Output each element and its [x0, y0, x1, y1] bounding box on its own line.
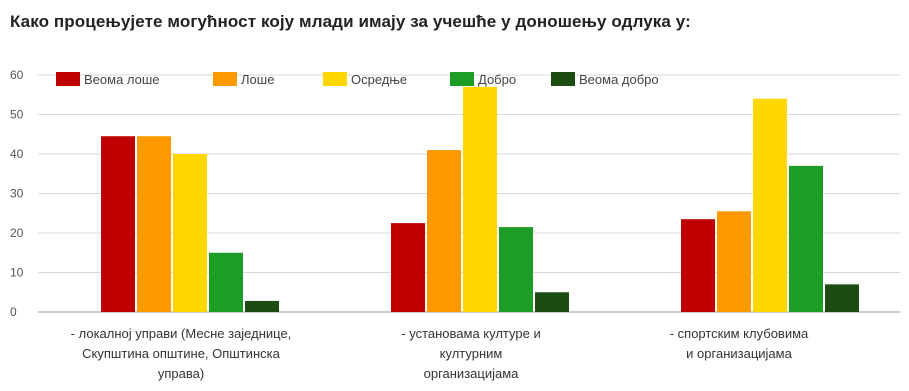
y-tick-label: 10 — [10, 266, 24, 280]
y-tick-label: 0 — [10, 305, 17, 319]
y-tick-label: 40 — [10, 147, 24, 161]
bar — [789, 165, 823, 312]
bar — [391, 223, 425, 312]
category-label: - спортским клубовима — [670, 326, 809, 341]
bar — [101, 136, 135, 312]
category-label: и организацијама — [686, 346, 792, 361]
legend-swatch — [450, 72, 474, 86]
legend-swatch — [551, 72, 575, 86]
category-label: културним — [440, 346, 503, 361]
category-label: Скупштина општине, Општинска — [82, 346, 280, 361]
category-label: организацијама — [424, 366, 520, 381]
legend-label: Веома лоше — [84, 72, 160, 87]
legend-label: Добро — [478, 72, 516, 87]
chart-title: Како процењујете могућност коју млади им… — [10, 12, 691, 31]
bar — [173, 154, 207, 312]
bar — [535, 292, 569, 312]
bar — [137, 136, 171, 312]
category-label: управа) — [158, 366, 204, 381]
y-tick-label: 20 — [10, 226, 24, 240]
legend-swatch — [56, 72, 80, 86]
legend-swatch — [323, 72, 347, 86]
bar — [209, 252, 243, 312]
bar — [463, 86, 497, 312]
y-tick-label: 30 — [10, 187, 24, 201]
y-tick-label: 50 — [10, 108, 24, 122]
legend-label: Осредње — [351, 72, 407, 87]
y-tick-label: 60 — [10, 68, 24, 82]
bar — [427, 150, 461, 312]
category-label: - локалној управи (Месне заједнице, — [71, 326, 292, 341]
bar — [499, 227, 533, 312]
bar — [825, 284, 859, 312]
bar — [681, 219, 715, 312]
legend-label: Веома добро — [579, 72, 659, 87]
bar — [753, 98, 787, 312]
category-label: - установама културе и — [401, 326, 540, 341]
legend-swatch — [213, 72, 237, 86]
bar — [245, 300, 279, 312]
bar — [717, 211, 751, 312]
legend-label: Лоше — [241, 72, 274, 87]
